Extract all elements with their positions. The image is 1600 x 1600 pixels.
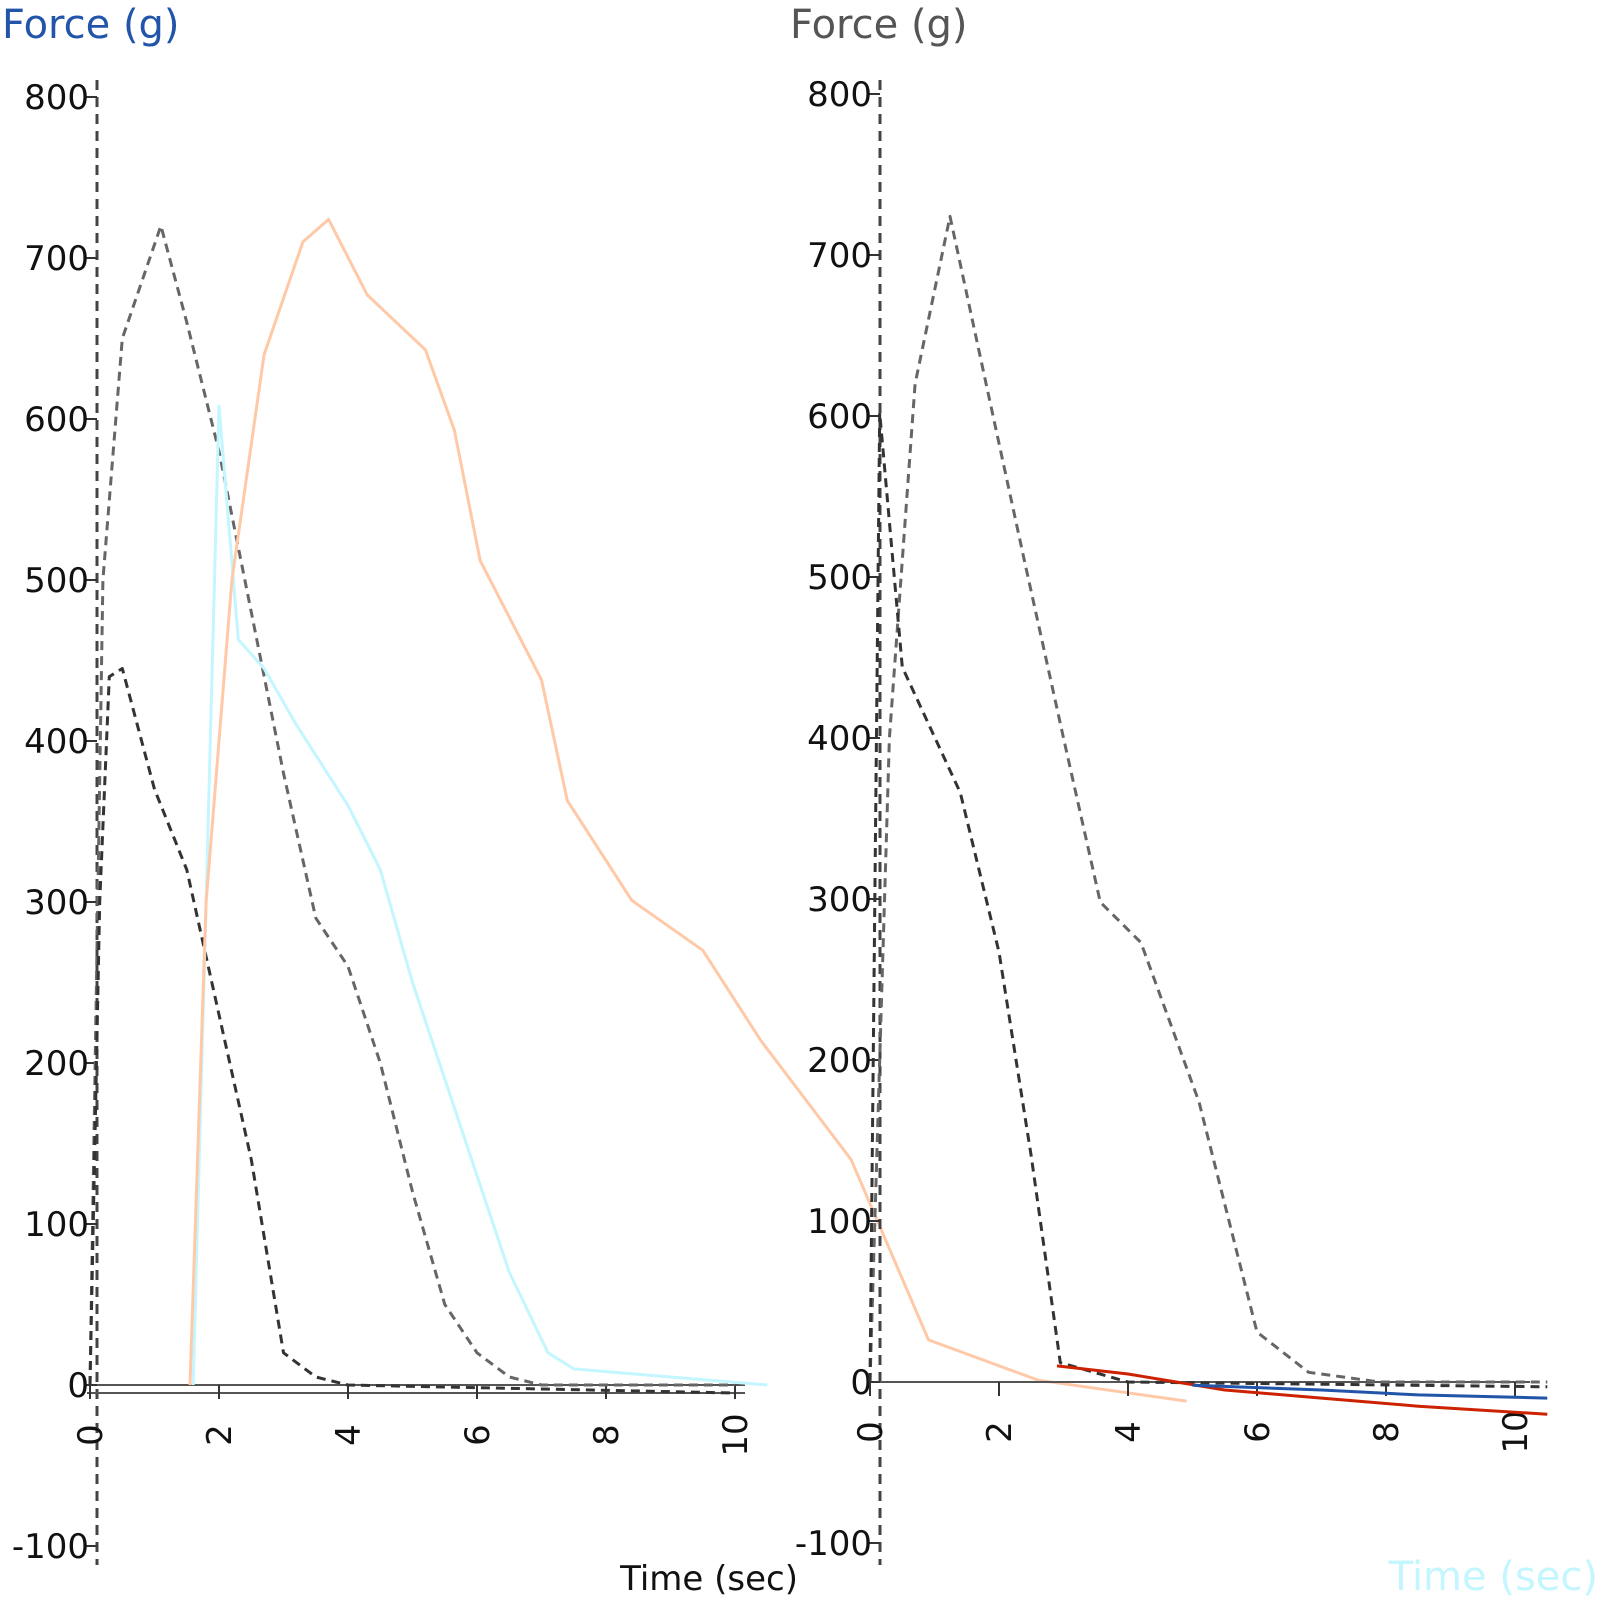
right-x-tick-label: 4 <box>1109 1421 1149 1443</box>
left-x-tick-label: 8 <box>587 1424 627 1446</box>
left-y-tick-label: 700 <box>24 239 89 279</box>
right-series-line-4 <box>1192 1383 1548 1400</box>
right-x-tick-label: 6 <box>1238 1421 1278 1443</box>
right-series-line-3 <box>1056 1364 1548 1416</box>
left-series-line-1 <box>88 224 735 1387</box>
right-x-axis-label: Time (sec) <box>1388 1554 1598 1600</box>
left-panel: Force (g) Time (sec) 8007006005004003002… <box>2 2 1187 1599</box>
right-y-tick-label: 0 <box>850 1363 872 1403</box>
left-y-tick-label: 500 <box>24 561 89 601</box>
left-series-line-4 <box>188 217 1187 1403</box>
right-y-tick-label: -100 <box>795 1524 872 1564</box>
left-y-tick-label: 400 <box>24 722 89 762</box>
right-y-tick-label: 200 <box>807 1041 872 1081</box>
left-x-tick-label: 10 <box>716 1413 756 1456</box>
left-x-tick-label: 4 <box>329 1424 369 1446</box>
left-x-tick-label: 0 <box>71 1424 111 1446</box>
right-panel: Force (g) Time (sec) 8007006005004003002… <box>790 2 1598 1600</box>
right-y-tick-label: 300 <box>807 880 872 920</box>
right-y-tick-label: 800 <box>807 75 872 115</box>
right-y-tick-label: 100 <box>807 1202 872 1242</box>
left-y-axis-label: Force (g) <box>2 2 180 48</box>
left-y-tick-label: 200 <box>24 1044 89 1084</box>
left-y-tick-label: 800 <box>24 78 89 118</box>
right-x-tick-label: 2 <box>980 1421 1020 1443</box>
left-series-line-2 <box>88 667 736 1395</box>
right-x-tick-label: 8 <box>1367 1421 1407 1443</box>
left-x-tick-label: 6 <box>458 1424 498 1446</box>
right-series-line-2 <box>868 411 1548 1389</box>
right-x-tick-label: 0 <box>851 1421 891 1443</box>
right-y-tick-label: 500 <box>807 558 872 598</box>
right-y-tick-label: 700 <box>807 236 872 276</box>
right-y-tick-label: 600 <box>807 397 872 437</box>
right-series-line-1 <box>868 214 1548 1384</box>
left-y-tick-label: -100 <box>12 1527 89 1567</box>
right-y-tick-label: 400 <box>807 719 872 759</box>
left-y-tick-label: 600 <box>24 400 89 440</box>
left-y-tick-label: 300 <box>24 883 89 923</box>
left-y-tick-label: 100 <box>24 1205 89 1245</box>
right-x-tick-label: 10 <box>1496 1410 1536 1453</box>
left-series-line-3 <box>191 404 768 1387</box>
left-x-tick-label: 2 <box>200 1424 240 1446</box>
left-y-tick-label: 0 <box>67 1366 89 1406</box>
right-y-axis-label: Force (g) <box>790 2 968 48</box>
left-x-axis-label: Time (sec) <box>619 1559 798 1599</box>
